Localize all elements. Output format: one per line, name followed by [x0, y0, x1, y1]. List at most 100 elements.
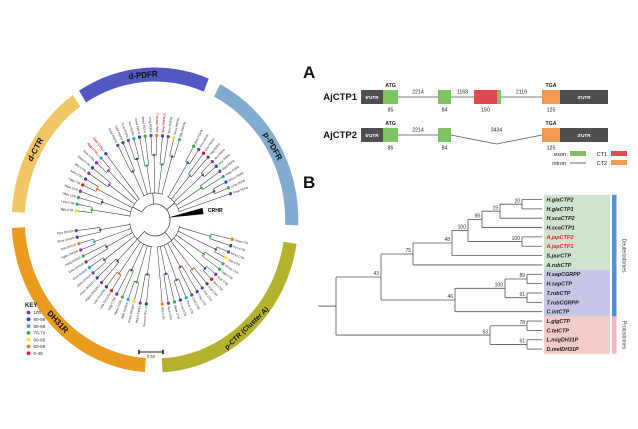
pair-stem [108, 170, 138, 202]
tree-arc [157, 226, 180, 248]
length-label: 85 [388, 146, 394, 152]
taxon-label: A.rubCTP [546, 263, 572, 269]
bootstrap-value: 43 [373, 271, 379, 277]
tip-label: Spur CTR [167, 306, 173, 321]
tip-node-dot [75, 202, 79, 206]
taxon-label: A.japCTP2 [546, 235, 574, 241]
tip-label: Tnig CTR [197, 293, 207, 307]
tip-branch [212, 182, 225, 190]
scale-bar-cap [138, 349, 140, 355]
tip-branch [128, 141, 136, 160]
tip-node-dot [90, 166, 95, 170]
taxon-label: C.telCTP [547, 328, 570, 334]
tip-label: Amel PDFR [134, 118, 141, 136]
tip-node-dot [143, 134, 147, 138]
tip-branch [185, 147, 194, 162]
tip-node-dot [172, 300, 177, 304]
tip-branch [79, 197, 102, 205]
internal-node-dot [186, 161, 189, 165]
taxon-label: H.sapCTP [547, 282, 573, 288]
internal-node-dot [152, 153, 156, 157]
legend-label: CT1 [597, 152, 607, 158]
internal-node-dot [116, 259, 119, 262]
pair-stem [132, 171, 145, 196]
tip-label: Pmar CTR [185, 300, 194, 316]
taxon-label: H.glaCTP1 [547, 207, 574, 213]
pair-stem [176, 234, 204, 255]
pair-stem [100, 224, 131, 231]
key-dot [26, 310, 31, 315]
tip-branch [200, 171, 219, 187]
tip-node-dot [78, 189, 82, 193]
tip-label: Bflo PDFRL [179, 120, 188, 137]
tip-branch [81, 243, 96, 250]
tip-branch [202, 177, 223, 190]
internal-node-dot [95, 187, 99, 191]
tip-branch [157, 246, 163, 303]
tip-branch [203, 270, 211, 279]
ring-sector-label: d-PDFR [128, 69, 158, 81]
tip-branch [206, 266, 215, 274]
tip-branch [90, 257, 104, 267]
tip-branch [216, 246, 228, 252]
bootstrap-value: 20 [514, 198, 520, 204]
tip-label: Cmil CTR [191, 297, 201, 312]
legend-label: intron [552, 161, 566, 167]
ct2-box [542, 128, 560, 142]
key-entry-label: 60-69 [34, 337, 46, 342]
legend-swatch [611, 160, 627, 165]
taxon-label: D.melDH31P [547, 347, 579, 353]
internal-node-dot [93, 240, 96, 243]
internal-node-dot [209, 234, 212, 238]
tip-node-dot [109, 288, 114, 293]
tip-node-dot [104, 285, 108, 289]
internal-node-dot [135, 157, 139, 161]
tip-label: Cgig CTRL [107, 295, 117, 311]
tip-node-dot [132, 299, 136, 304]
tip-branch [159, 137, 163, 165]
tip-label: Cgig CTR [68, 176, 82, 186]
tip-branch [87, 248, 108, 262]
tip-label: Lmig PDFR [148, 117, 153, 134]
tip-branch [140, 273, 146, 302]
tip-label: Skow PDFRL [173, 116, 181, 135]
panel-a-legend: exon CT1 intron CT2 [552, 151, 627, 167]
tip-branch [188, 154, 203, 175]
key-dot [26, 351, 31, 356]
utr-box [361, 128, 383, 142]
tip-node-dot [87, 171, 91, 176]
key-entry-label: 80-89 [34, 324, 46, 329]
tip-branch [169, 139, 174, 156]
tip-label: Smed CTRL-1 [142, 306, 148, 326]
tree-arc [142, 192, 163, 197]
key-title: KEY [25, 303, 37, 309]
bootstrap-value: 98 [474, 214, 480, 220]
bootstrap-value: 75 [405, 248, 411, 254]
tip-node-dot [201, 151, 206, 155]
scale-bar-label: 0.50 [147, 354, 156, 359]
tip-branch [118, 146, 132, 173]
taxon-label: T.rubCTP [547, 291, 571, 297]
tip-branch [163, 138, 169, 165]
legend-label: exon [554, 152, 566, 158]
panel-b-label: B [303, 173, 315, 192]
taxon-label: H.sapCGRPP [547, 272, 581, 278]
tip-node-dot [195, 289, 199, 294]
taxon-label: H.glaCTP2 [547, 197, 574, 203]
taxon-label: L.migDH31P [547, 338, 579, 344]
tip-branch [178, 278, 186, 297]
tip-node-dot [229, 243, 233, 248]
pair-stem [177, 191, 215, 210]
internal-node-dot [175, 278, 178, 282]
internal-node-dot [107, 169, 110, 172]
tip-label: Ggal CTR [221, 269, 234, 281]
pair-stem [94, 228, 132, 242]
utr-box [560, 128, 608, 142]
internal-node-dot [212, 190, 216, 193]
tip-branch [209, 238, 230, 246]
pair-stem [96, 188, 133, 209]
clade-stem [132, 206, 143, 213]
tip-node-dot [132, 136, 136, 141]
tip-branch [200, 162, 212, 174]
